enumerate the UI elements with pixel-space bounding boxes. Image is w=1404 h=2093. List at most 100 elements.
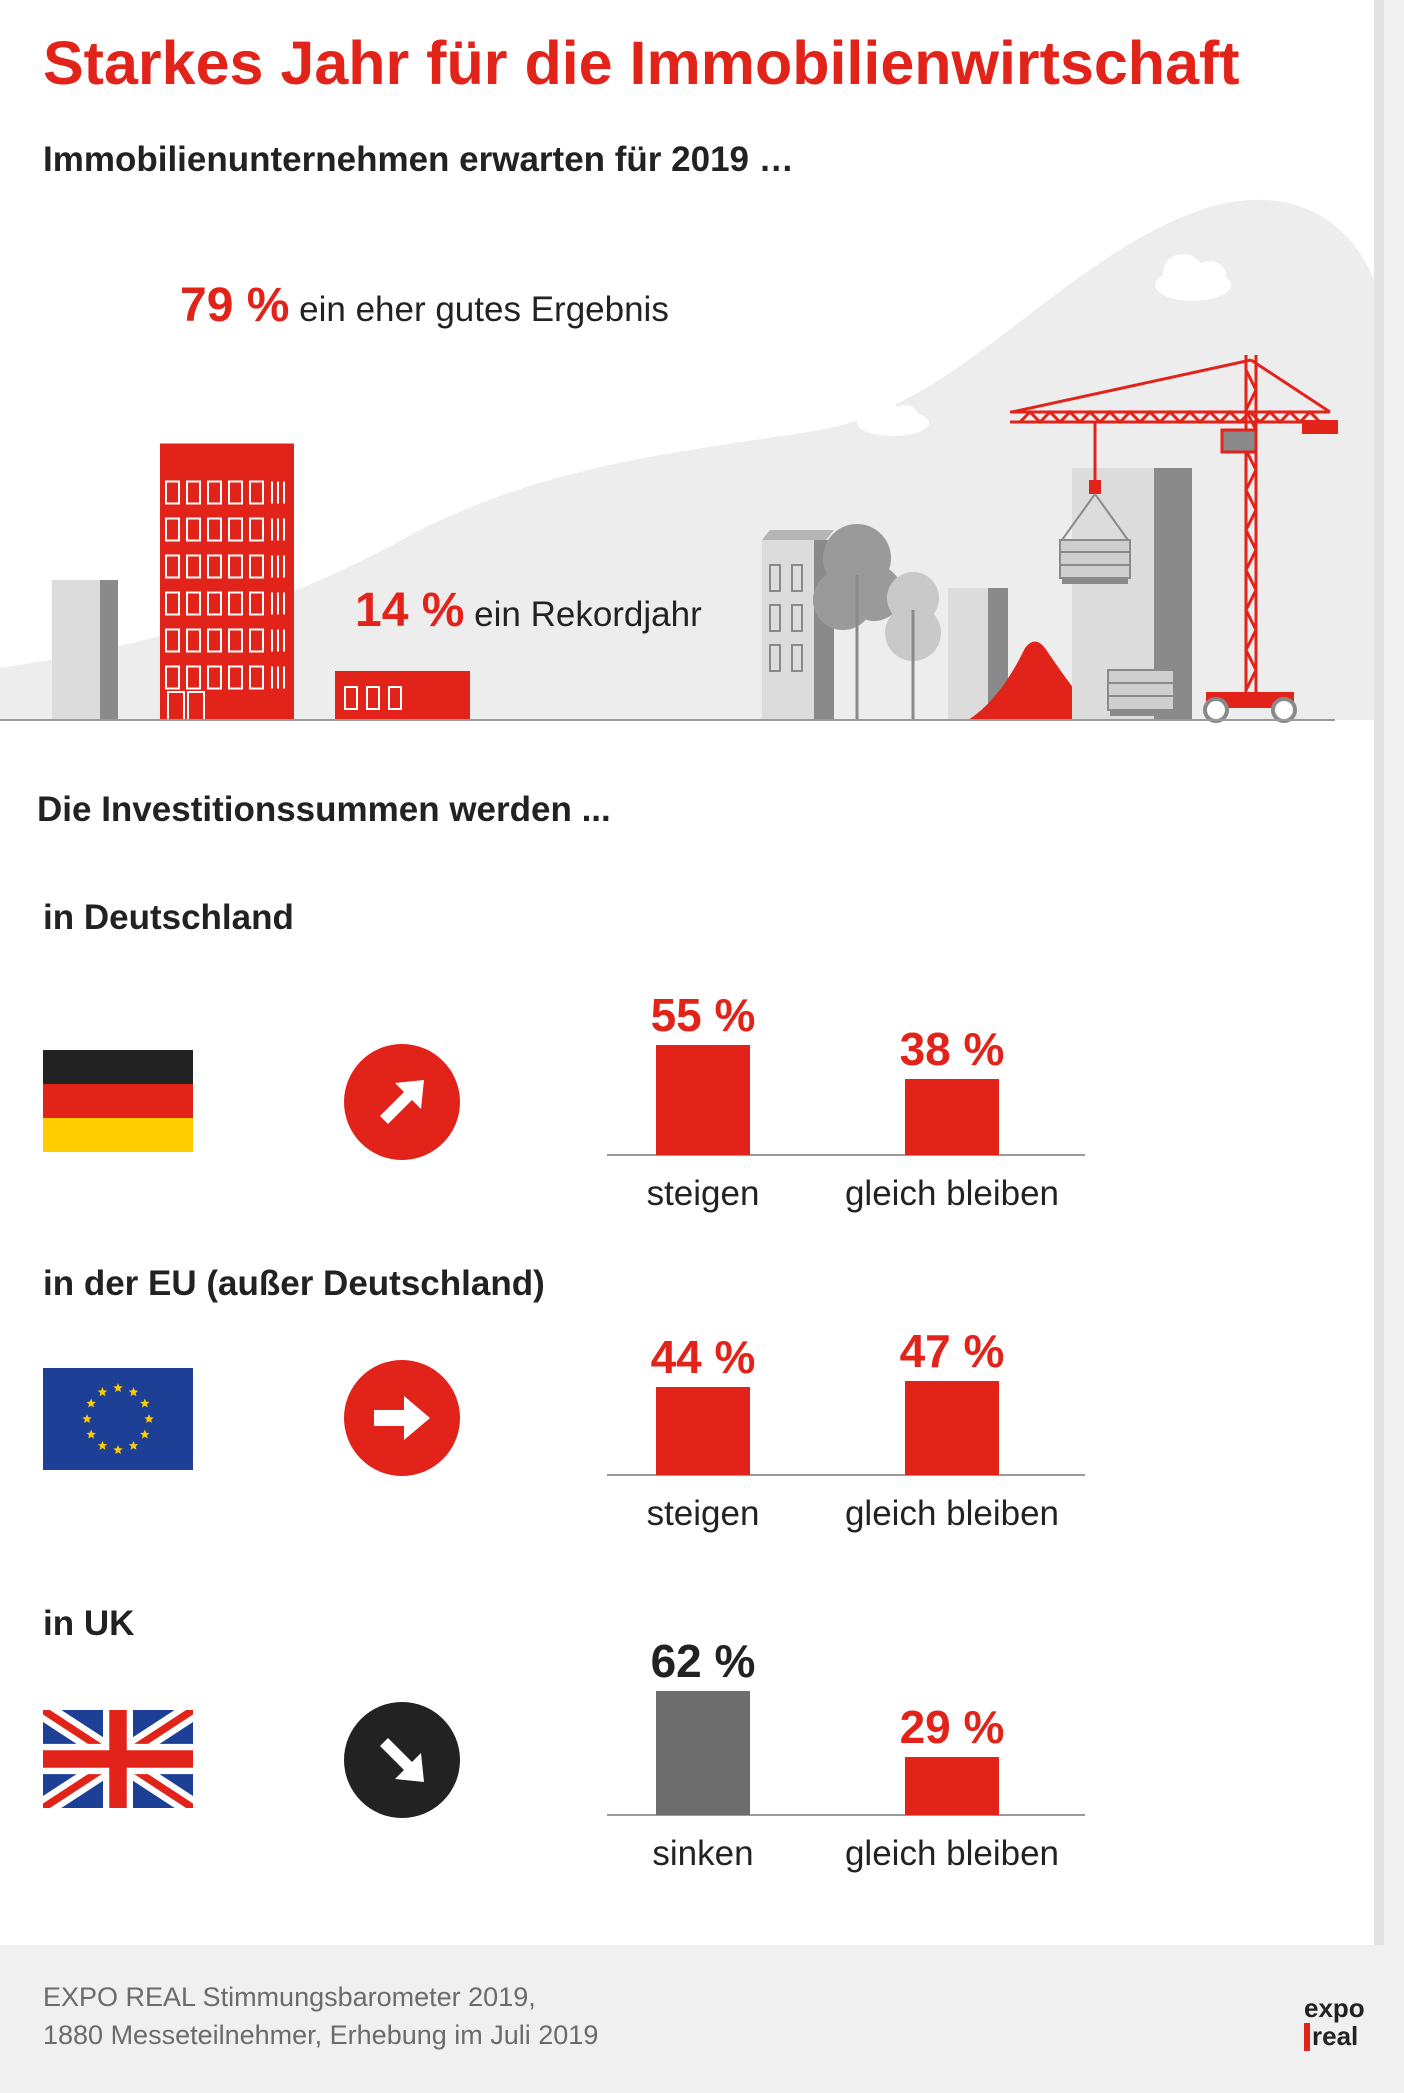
- investment-heading: Die Investitionssummen werden ...: [37, 790, 611, 829]
- page-title: Starkes Jahr für die Immobilienwirtschaf…: [43, 29, 1240, 97]
- window: [165, 480, 180, 505]
- hanging-load-icon: [1059, 493, 1131, 584]
- expo-real-logo: expo real: [1304, 1993, 1365, 2051]
- window: [186, 591, 201, 616]
- tree-icon: [813, 524, 902, 720]
- star-icon: [113, 1445, 123, 1455]
- stat-gutes-ergebnis: 79 % ein eher gutes Ergebnis: [180, 278, 669, 333]
- bar-chart-deutschland: 55 % steigen 38 % gleich bleiben: [607, 955, 1087, 1215]
- bar-steigen: [656, 1045, 750, 1155]
- window: [344, 686, 358, 710]
- value-label: 55 %: [651, 989, 756, 1041]
- region-label-uk: in UK: [43, 1604, 135, 1643]
- crane-counterweight: [1302, 420, 1338, 434]
- svg-text:real: real: [1312, 2021, 1358, 2051]
- window: [228, 591, 243, 616]
- star-icon: [128, 1440, 139, 1450]
- stat-value: 14 %: [355, 584, 465, 637]
- bar: [160, 443, 294, 720]
- window: [186, 480, 201, 505]
- arrow-right-icon: [344, 1360, 460, 1476]
- star-icon: [140, 1398, 150, 1408]
- window: [207, 591, 222, 616]
- category-label: steigen: [647, 1174, 760, 1213]
- window: [249, 517, 264, 542]
- hill-background: [0, 199, 1374, 721]
- window: [207, 628, 222, 653]
- crane-hook: [1089, 480, 1101, 494]
- uk-flag: [43, 1710, 193, 1808]
- cloud-icon: [1155, 254, 1231, 301]
- window: [186, 665, 201, 690]
- tree-icon: [885, 572, 941, 720]
- window: [366, 686, 380, 710]
- star-icon: [113, 1383, 123, 1393]
- bar-building-rekordjahr: [335, 671, 470, 720]
- crane-icon: [1010, 355, 1331, 695]
- window: [249, 480, 264, 505]
- star-icon: [97, 1387, 108, 1397]
- window: [228, 480, 243, 505]
- window: [186, 628, 201, 653]
- source-note: EXPO REAL Stimmungsbarometer 2019, 1880 …: [43, 1978, 598, 2054]
- window: [165, 591, 180, 616]
- germany-flag: [43, 1050, 193, 1152]
- window: [165, 628, 180, 653]
- window: [207, 554, 222, 579]
- bar-building-gutes-ergebnis: [160, 443, 294, 721]
- region-label-eu: in der EU (außer Deutschland): [43, 1264, 545, 1303]
- window: [249, 628, 264, 653]
- grey-building: [52, 580, 118, 720]
- stat-label: ein eher gutes Ergebnis: [299, 290, 669, 329]
- category-label: gleich bleiben: [845, 1494, 1059, 1533]
- value-label: 44 %: [651, 1331, 756, 1383]
- bar-chart-uk: 62 % sinken 29 % gleich bleiben: [607, 1615, 1087, 1875]
- window: [249, 665, 264, 690]
- star-icon: [144, 1414, 154, 1424]
- cloud-icon: [857, 397, 929, 436]
- window: [186, 517, 201, 542]
- window: [165, 554, 180, 579]
- arrow-down-right-icon: [344, 1702, 460, 1818]
- bar: [335, 671, 470, 720]
- stat-rekordjahr: 14 % ein Rekordjahr: [355, 583, 702, 638]
- star-icon: [86, 1398, 96, 1408]
- star-icon: [140, 1429, 150, 1439]
- category-label: sinken: [652, 1834, 753, 1873]
- eu-flag: [43, 1368, 193, 1470]
- crane-cabin: [1220, 428, 1258, 454]
- window: [207, 480, 222, 505]
- bar-chart-eu: 44 % steigen 47 % gleich bleiben: [607, 1275, 1087, 1535]
- star-icon: [86, 1429, 96, 1439]
- bar-gleich-bleiben: [905, 1381, 999, 1475]
- stat-label: ein Rekordjahr: [474, 595, 702, 634]
- window: [207, 517, 222, 542]
- bar-steigen: [656, 1387, 750, 1475]
- window: [249, 591, 264, 616]
- bar-gleich-bleiben: [905, 1757, 999, 1815]
- window: [186, 554, 201, 579]
- window: [388, 686, 402, 710]
- svg-text:expo: expo: [1304, 1993, 1365, 2023]
- source-line-2: 1880 Messeteilnehmer, Erhebung im Juli 2…: [43, 2020, 599, 2050]
- window: [165, 517, 180, 542]
- value-label: 38 %: [900, 1023, 1005, 1075]
- window: [228, 554, 243, 579]
- window: [228, 665, 243, 690]
- window: [228, 628, 243, 653]
- star-icon: [128, 1387, 139, 1397]
- category-label: gleich bleiben: [845, 1834, 1059, 1873]
- category-label: gleich bleiben: [845, 1174, 1059, 1213]
- window: [249, 554, 264, 579]
- sand-pile: [968, 641, 1100, 720]
- window: [165, 665, 180, 690]
- stat-value: 79 %: [180, 279, 290, 332]
- page-subtitle: Immobilienunternehmen erwarten für 2019 …: [43, 140, 794, 179]
- value-label: 47 %: [900, 1325, 1005, 1377]
- bar-gleich-bleiben: [905, 1079, 999, 1155]
- source-line-1: EXPO REAL Stimmungsbarometer 2019,: [43, 1982, 536, 2012]
- pallet-stack-icon: [1107, 669, 1175, 716]
- star-icon: [82, 1414, 92, 1424]
- value-label: 29 %: [900, 1701, 1005, 1753]
- card-shadow: [1374, 0, 1384, 1945]
